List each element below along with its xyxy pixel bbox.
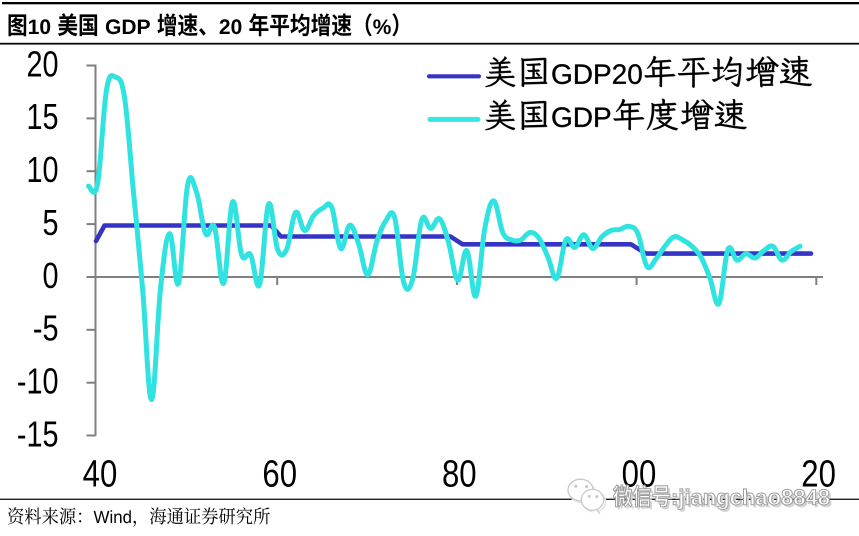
svg-text:0: 0 [42, 255, 58, 296]
svg-text:60: 60 [262, 454, 297, 496]
svg-text:-10: -10 [17, 360, 59, 401]
svg-text:10: 10 [26, 149, 58, 190]
svg-text:-5: -5 [33, 307, 59, 348]
svg-text:40: 40 [83, 454, 118, 496]
svg-text:-15: -15 [17, 413, 59, 454]
svg-text:80: 80 [442, 454, 477, 496]
svg-text:5: 5 [42, 202, 58, 243]
svg-text:15: 15 [26, 96, 58, 137]
svg-text:20: 20 [801, 454, 836, 496]
svg-text:20: 20 [26, 43, 58, 84]
